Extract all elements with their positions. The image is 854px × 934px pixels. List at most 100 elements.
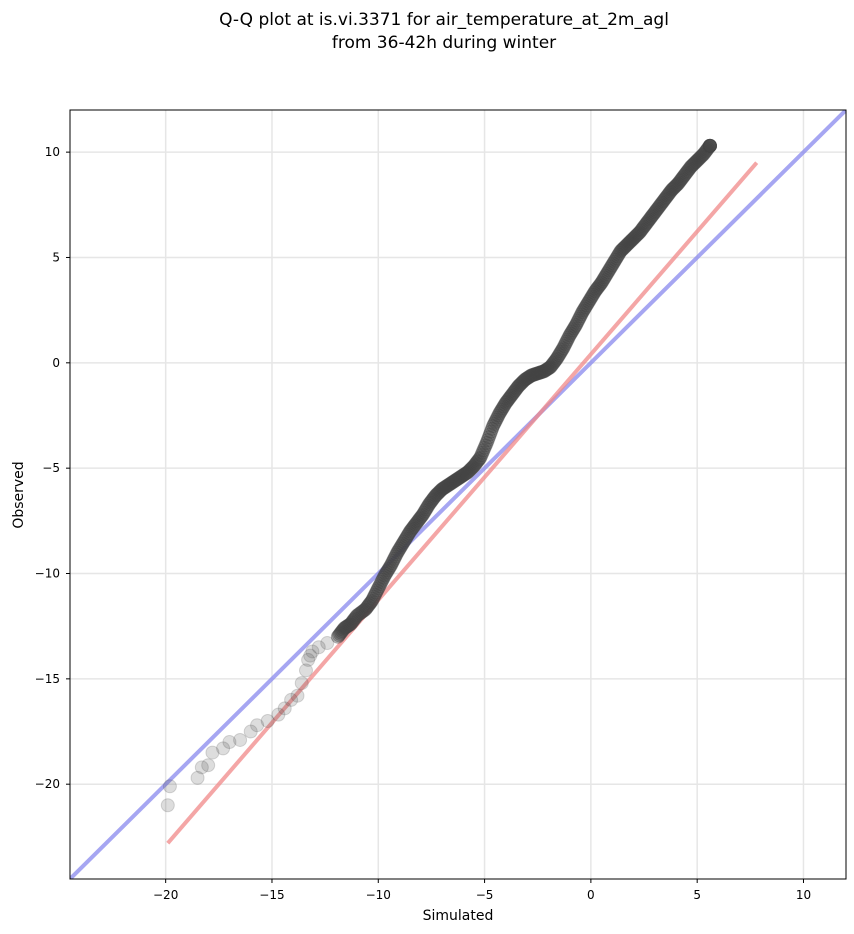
quantile-point [652, 198, 667, 213]
quantile-point [378, 566, 393, 581]
y-tick-label: 10 [45, 145, 60, 159]
quantile-point [495, 401, 510, 416]
y-tick-label: 0 [52, 356, 60, 370]
quantile-point [459, 466, 474, 481]
quantile-point [664, 183, 679, 198]
quantile-point [647, 205, 662, 220]
quantile-point [696, 147, 711, 162]
quantile-point [632, 225, 647, 240]
chart-subtitle: from 36-42h during winter [332, 33, 556, 53]
quantile-point [466, 459, 481, 474]
quantile-point [452, 470, 467, 485]
quantile-point [546, 355, 561, 370]
quantile-point [500, 393, 515, 408]
quantile-point [487, 416, 502, 431]
quantile-point [453, 470, 468, 485]
quantile-point [668, 178, 683, 193]
quantile-point [598, 268, 613, 283]
y-tick-label: −5 [42, 461, 60, 475]
quantile-point [430, 486, 445, 501]
quantile-point [479, 435, 494, 450]
quantile-point [633, 223, 648, 238]
quantile-point [222, 735, 237, 750]
quantile-point [447, 473, 462, 488]
quantile-point [357, 603, 372, 618]
x-axis-label: Simulated [423, 908, 494, 924]
quantile-point [656, 194, 671, 209]
quantile-point [692, 151, 707, 166]
x-tick-label: −10 [366, 888, 391, 902]
quantile-point [506, 386, 521, 401]
quantile-point [702, 138, 717, 153]
quantile-point [250, 718, 265, 733]
quantile-point [662, 185, 677, 200]
quantile-point [457, 467, 472, 482]
quantile-point [570, 315, 585, 330]
quantile-point [545, 357, 560, 372]
quantile-point [303, 648, 318, 663]
quantile-point [702, 138, 717, 153]
quantile-point [618, 238, 633, 253]
quantile-point [702, 138, 717, 153]
quantile-point [441, 478, 456, 493]
quantile-point [659, 190, 674, 205]
y-axis-label: Observed [11, 461, 27, 528]
quantile-point [334, 625, 349, 640]
quantile-point [365, 591, 380, 606]
quantile-point [402, 526, 417, 541]
quantile-point [678, 166, 693, 181]
quantile-point [380, 563, 395, 578]
quantile-point [407, 518, 422, 533]
quantile-point [423, 495, 438, 510]
grid [70, 110, 846, 879]
quantile-point [542, 360, 557, 375]
quantile-point [504, 388, 519, 403]
quantile-point [603, 261, 618, 276]
quantile-point [336, 622, 351, 637]
quantile-point [555, 342, 570, 357]
quantile-point [233, 732, 248, 747]
quantile-point [338, 620, 353, 635]
quantile-point [700, 141, 715, 156]
quantile-point [481, 430, 496, 445]
quantile-point [350, 608, 365, 623]
quantile-point [650, 201, 665, 216]
quantile-point [673, 173, 688, 188]
quantile-point [680, 164, 695, 179]
quantile-point [381, 561, 396, 576]
quantile-point [438, 480, 453, 495]
quantile-point [284, 692, 299, 707]
quantile-point [629, 228, 644, 243]
quantile-point [513, 376, 528, 391]
quantile-point [377, 568, 392, 583]
quantile-point [421, 498, 436, 513]
quantile-point [361, 598, 376, 613]
quantile-point [530, 366, 545, 381]
quantile-point [605, 258, 620, 273]
quantile-point [346, 612, 361, 627]
quantile-point [375, 572, 390, 587]
quantile-point [243, 724, 258, 739]
quantile-point [425, 492, 440, 507]
quantile-point [472, 452, 487, 467]
quantile-point [587, 285, 602, 300]
quantile-point [483, 424, 498, 439]
quantile-point [290, 688, 305, 703]
quantile-point [464, 461, 479, 476]
quantile-point [462, 463, 477, 478]
quantile-point [527, 367, 542, 382]
quantile-point [690, 153, 705, 168]
quantile-point [660, 188, 675, 203]
quantile-point [405, 521, 420, 536]
quantile-point [420, 500, 435, 515]
quantile-point [469, 456, 484, 471]
quantile-point [433, 483, 448, 498]
quantile-point [528, 367, 543, 382]
quantile-point [672, 175, 687, 190]
quantile-point [549, 351, 564, 366]
quantile-point [395, 536, 410, 551]
quantile-point [529, 366, 544, 381]
quantile-point [371, 581, 386, 596]
quantile-point [580, 296, 595, 311]
quantile-point [674, 172, 689, 187]
